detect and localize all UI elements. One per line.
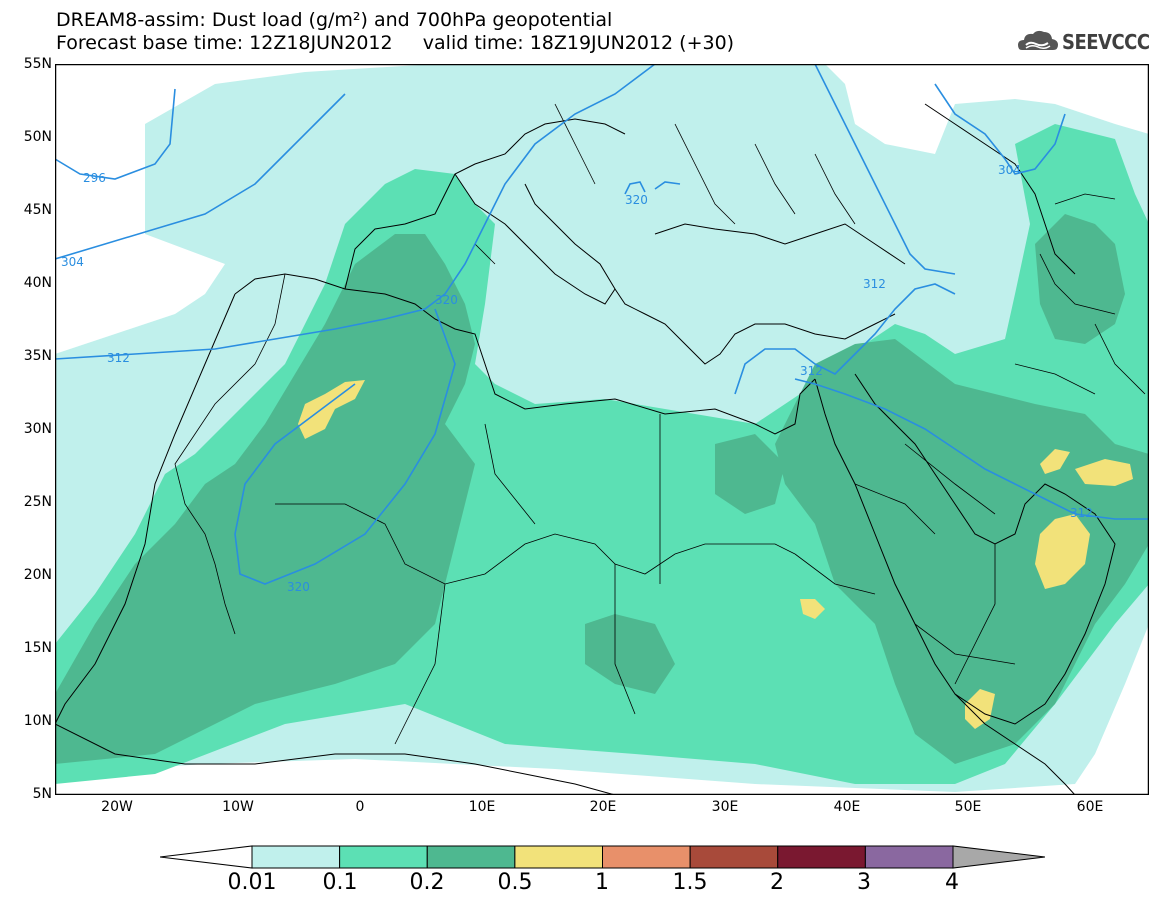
coastlines bbox=[55, 103, 1116, 795]
colorbar-label: 0.5 bbox=[497, 870, 533, 895]
contour-label: 312 bbox=[107, 351, 130, 365]
dust-level-0-5 bbox=[298, 380, 365, 439]
lon-label: 10W bbox=[222, 799, 254, 815]
lat-label: 50N bbox=[23, 129, 52, 145]
lat-label: 45N bbox=[23, 202, 52, 218]
colorbar-swatch bbox=[602, 845, 691, 869]
country-borders bbox=[174, 103, 1146, 745]
colorbar-swatch bbox=[426, 845, 516, 869]
lon-label: 30E bbox=[711, 799, 739, 815]
geopotential-contours bbox=[55, 64, 1149, 585]
lat-label: 55N bbox=[23, 56, 52, 72]
colorbar-label: 2 bbox=[770, 870, 784, 895]
dust-level-0-2 bbox=[1035, 214, 1125, 344]
lon-label: 50E bbox=[954, 799, 982, 815]
lat-label: 25N bbox=[23, 494, 52, 510]
dust-level-0-5 bbox=[1035, 514, 1090, 589]
lat-label: 30N bbox=[23, 421, 52, 437]
colorbar-low-arrow bbox=[160, 845, 253, 869]
colorbar-swatch bbox=[339, 845, 428, 869]
lon-label: 60E bbox=[1076, 799, 1104, 815]
contour-label: 312 bbox=[863, 277, 886, 291]
lon-label: 20E bbox=[589, 799, 617, 815]
lon-label: 40E bbox=[833, 799, 861, 815]
colorbar-label: 1 bbox=[595, 870, 609, 895]
dust-level-0-5 bbox=[800, 599, 825, 619]
colorbar-swatch bbox=[777, 845, 866, 869]
contour-label: 296 bbox=[83, 171, 106, 185]
contour-label: 320 bbox=[435, 293, 458, 307]
lon-label: 20W bbox=[101, 799, 133, 815]
lon-label: 10E bbox=[468, 799, 496, 815]
dust-level-0-2 bbox=[55, 234, 475, 764]
forecast-time-subtitle: Forecast base time: 12Z18JUN2012 valid t… bbox=[56, 32, 735, 54]
contour-label: 304 bbox=[61, 255, 84, 269]
contour-label: 320 bbox=[287, 580, 310, 594]
dust-level-0-5 bbox=[1040, 449, 1070, 474]
lat-label: 5N bbox=[32, 786, 52, 802]
seevccc-logo bbox=[1018, 30, 1058, 50]
colorbar bbox=[160, 845, 1045, 869]
map-frame bbox=[55, 64, 1149, 795]
colorbar-label: 4 bbox=[945, 870, 959, 895]
contour-label: 312 bbox=[800, 364, 823, 378]
colorbar-label: 0.01 bbox=[227, 870, 277, 895]
lon-label: 0 bbox=[355, 799, 365, 815]
colorbar-label: 0.1 bbox=[322, 870, 358, 895]
contour-label: 304 bbox=[998, 163, 1021, 177]
map-title: DREAM8-assim: Dust load (g/m²) and 700hP… bbox=[56, 9, 613, 31]
contour-label: 320 bbox=[625, 193, 648, 207]
dust-level-0-2 bbox=[715, 434, 785, 514]
dust-level-0-2 bbox=[585, 614, 675, 694]
colorbar-swatches bbox=[251, 845, 954, 869]
colorbar-swatch bbox=[514, 845, 603, 869]
contour-labels: 296 304 312 320 320 320 312 312 312 304 bbox=[61, 163, 1093, 594]
cloud-icon bbox=[1018, 30, 1058, 50]
dust-level-0-5 bbox=[1075, 459, 1133, 486]
colorbar-label: 0.2 bbox=[409, 870, 445, 895]
colorbar-label: 1.5 bbox=[672, 870, 708, 895]
colorbar-high-arrow bbox=[952, 845, 1045, 869]
lat-label: 40N bbox=[23, 275, 52, 291]
lat-label: 35N bbox=[23, 348, 52, 364]
colorbar-label: 3 bbox=[857, 870, 871, 895]
colorbar-swatch bbox=[689, 845, 779, 869]
lat-label: 20N bbox=[23, 567, 52, 583]
dust-level-0-2 bbox=[775, 339, 1149, 764]
dust-load-map: 296 304 312 320 320 320 312 312 312 304 bbox=[55, 64, 1149, 795]
colorbar-swatch bbox=[864, 845, 954, 869]
colorbar-swatch bbox=[251, 845, 341, 869]
dust-level-0-5 bbox=[965, 689, 995, 729]
contour-label: 312 bbox=[1070, 506, 1093, 520]
lat-label: 10N bbox=[23, 713, 52, 729]
lat-label: 15N bbox=[23, 640, 52, 656]
logo-text: SEEVCCC bbox=[1062, 30, 1150, 54]
